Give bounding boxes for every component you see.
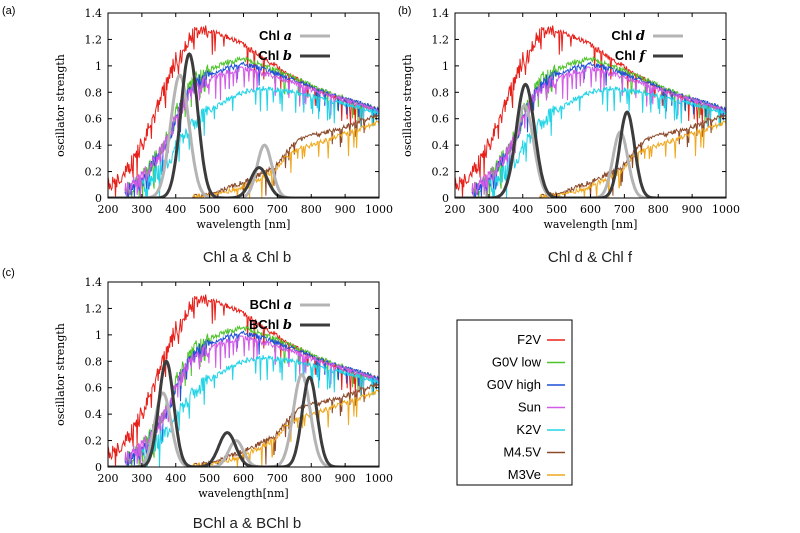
x-tick-label: 900 <box>335 472 356 485</box>
chart-panel: (a) 200 300 400 500 600 700 800 900 1000 0 0.2 0.4 0.… <box>2 5 393 266</box>
x-tick-label: 600 <box>233 203 254 216</box>
x-tick-label: 700 <box>267 203 288 216</box>
panel-label: (c) <box>2 267 15 279</box>
x-axis-title: wavelength [nm] <box>544 218 638 231</box>
panel-label: (b) <box>398 5 411 17</box>
chart-panel: (b) 200 300 400 500 600 700 800 900 1000 0 0.2 0.4 0.… <box>398 5 740 266</box>
pigment-absorption-line <box>108 52 379 198</box>
stellar-legend-label: Sun <box>518 400 541 415</box>
y-tick-label: 0.4 <box>85 139 103 152</box>
x-tick-label: 800 <box>648 203 669 216</box>
pigment-absorption-line <box>108 372 379 467</box>
x-tick-label: 300 <box>478 203 499 216</box>
stellar-spectrum-line <box>141 354 379 467</box>
x-tick-label: 200 <box>445 203 466 216</box>
y-tick-label: 1.4 <box>432 7 450 20</box>
y-tick-label: 0.4 <box>85 408 103 421</box>
y-tick-label: 1.2 <box>85 33 103 46</box>
x-tick-label: 500 <box>546 203 567 216</box>
stellar-legend-label: M4.5V <box>503 445 541 460</box>
x-tick-label: 500 <box>199 203 220 216</box>
chart-panel: (c) 200 300 400 500 600 700 800 900 1000 0 0.2 0.4 0.… <box>2 267 393 532</box>
x-tick-label: 1000 <box>365 472 393 485</box>
y-tick-label: 0.6 <box>85 382 103 395</box>
pigment-absorption-line <box>455 82 726 198</box>
pigment-legend-label: Chl d <box>611 28 645 44</box>
x-axis-title: wavelength[nm] <box>198 487 288 500</box>
plot-area <box>108 25 379 198</box>
y-tick-label: 1.2 <box>85 302 103 315</box>
x-tick-label: 1000 <box>712 203 740 216</box>
plot-area <box>455 25 726 198</box>
stellar-legend-label: F2V <box>517 332 541 347</box>
x-tick-label: 600 <box>233 472 254 485</box>
stellar-spectrum-line <box>488 85 726 198</box>
stellar-legend-label: K2V <box>516 422 541 437</box>
pigment-legend-label: BChl b <box>249 317 292 333</box>
x-tick-label: 700 <box>267 472 288 485</box>
chart-panels: (a) 200 300 400 500 600 700 800 900 1000 0 0.2 0.4 0.… <box>2 5 740 532</box>
y-tick-label: 0.2 <box>85 435 103 448</box>
stellar-legend: F2V G0V low G0V high Sun K2V M4.5V M3Ve <box>456 319 573 486</box>
x-tick-label: 300 <box>131 472 152 485</box>
y-tick-label: 0.8 <box>85 355 103 368</box>
y-tick-label: 0 <box>442 192 449 205</box>
x-tick-label: 1000 <box>365 203 393 216</box>
stellar-legend-box <box>456 319 573 486</box>
x-tick-label: 900 <box>335 203 356 216</box>
y-tick-label: 0.6 <box>85 113 103 126</box>
stellar-spectrum-line <box>141 85 379 198</box>
plot-area <box>108 294 379 467</box>
y-tick-label: 0.2 <box>432 166 450 179</box>
stellar-legend-label: M3Ve <box>508 467 541 482</box>
pigment-legend-label: BChl a <box>250 297 292 313</box>
stellar-legend-label: G0V low <box>492 355 542 370</box>
y-tick-label: 0.2 <box>85 166 103 179</box>
y-tick-label: 1 <box>442 60 449 73</box>
y-tick-label: 1.4 <box>85 276 103 289</box>
y-tick-label: 1 <box>95 329 102 342</box>
stellar-legend-label: G0V high <box>487 377 541 392</box>
panel-caption: BChl a & BChl b <box>193 515 301 532</box>
y-axis-title: oscillator strength <box>401 54 414 157</box>
y-tick-label: 1.4 <box>85 7 103 20</box>
x-axis-title: wavelength [nm] <box>197 218 291 231</box>
stellar-spectrum-line <box>192 120 379 198</box>
x-tick-label: 400 <box>165 472 186 485</box>
y-tick-label: 0 <box>95 192 102 205</box>
pigment-legend-label: Chl f <box>615 48 648 64</box>
panel-caption: Chl d & Chl f <box>548 249 633 266</box>
x-tick-label: 300 <box>131 203 152 216</box>
panel-label: (a) <box>2 5 15 17</box>
pigment-legend-label: Chl a <box>259 28 292 44</box>
y-tick-label: 0 <box>95 461 102 474</box>
y-tick-label: 1 <box>95 60 102 73</box>
x-tick-label: 400 <box>165 203 186 216</box>
x-tick-label: 600 <box>580 203 601 216</box>
pigment-legend-label: Chl b <box>258 48 292 64</box>
y-tick-label: 0.6 <box>432 113 450 126</box>
y-tick-label: 0.8 <box>432 86 450 99</box>
panel-caption: Chl a & Chl b <box>203 249 291 266</box>
x-tick-label: 200 <box>98 203 119 216</box>
x-tick-label: 200 <box>98 472 119 485</box>
x-tick-label: 800 <box>301 203 322 216</box>
x-tick-label: 700 <box>614 203 635 216</box>
x-tick-label: 400 <box>512 203 533 216</box>
y-tick-label: 0.4 <box>432 139 450 152</box>
y-tick-label: 1.2 <box>432 33 450 46</box>
stellar-spectrum-line <box>539 120 726 198</box>
y-tick-label: 0.8 <box>85 86 103 99</box>
y-axis-title: oscillator strength <box>54 54 67 157</box>
y-axis-title: oscillator strength <box>54 323 67 426</box>
x-tick-label: 500 <box>199 472 220 485</box>
x-tick-label: 900 <box>682 203 703 216</box>
x-tick-label: 800 <box>301 472 322 485</box>
